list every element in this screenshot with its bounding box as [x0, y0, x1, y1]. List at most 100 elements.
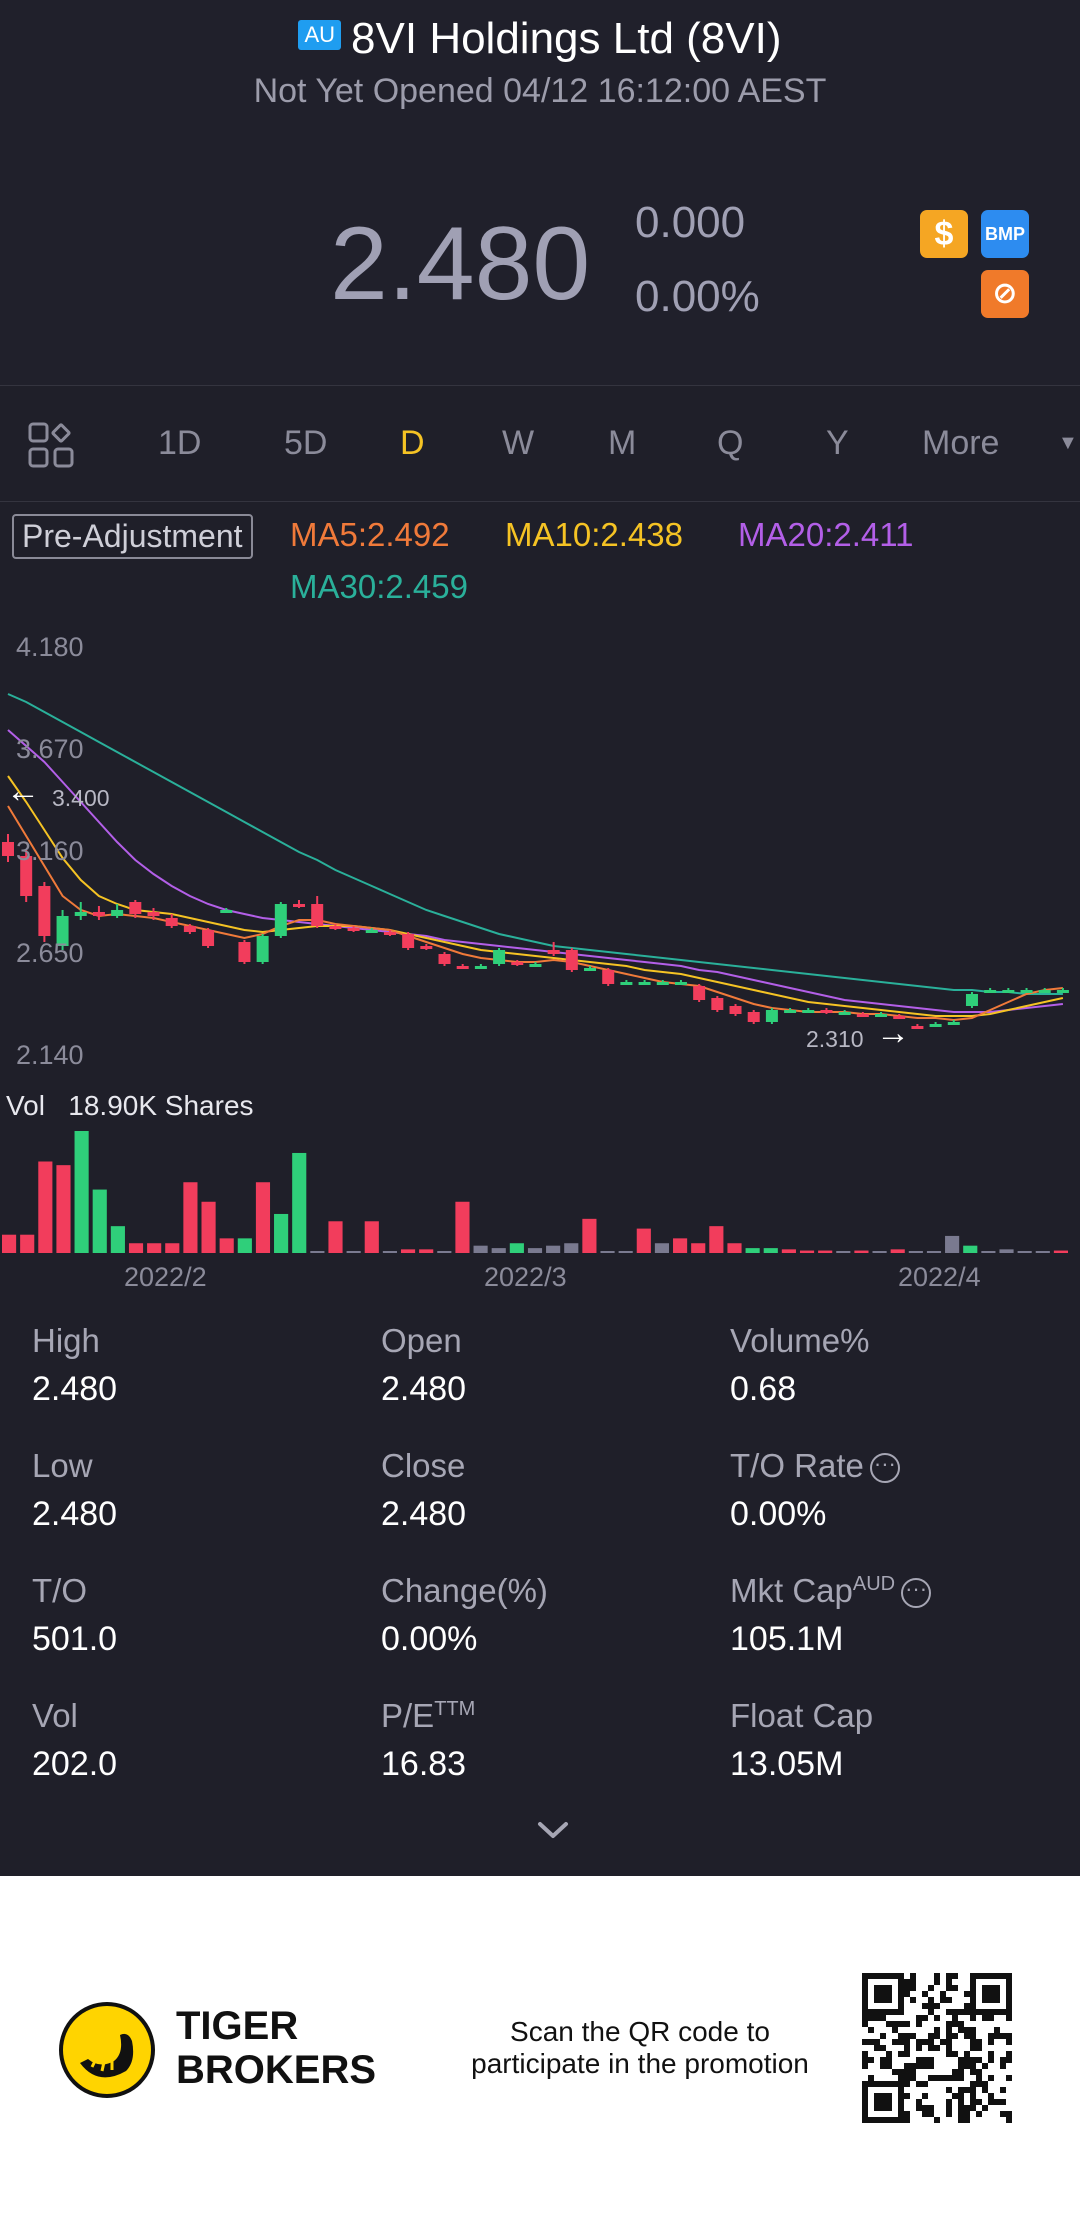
stat-label-change-pct: Change(%) — [381, 1572, 548, 1609]
volume-bar — [709, 1226, 724, 1253]
volume-bar — [147, 1243, 162, 1253]
tab-w[interactable]: W — [502, 424, 535, 462]
qr-module — [898, 1991, 904, 1997]
qr-module — [910, 1997, 916, 2003]
promo-text: Scan the QR code to participate in the p… — [440, 2016, 840, 2080]
qr-code-icon[interactable] — [862, 1973, 1012, 2123]
qr-module — [952, 2021, 958, 2027]
volume-chart[interactable] — [0, 1125, 1080, 1255]
candle-body — [765, 1010, 778, 1022]
qr-module — [862, 2105, 868, 2111]
volume-bar — [364, 1221, 379, 1253]
qr-module — [928, 2057, 934, 2063]
qr-module — [928, 2045, 934, 2051]
candle-body — [1020, 990, 1033, 993]
qr-module — [964, 2087, 970, 2093]
qr-module — [988, 1991, 994, 1997]
tab-m[interactable]: M — [608, 424, 637, 462]
qr-module — [952, 1985, 958, 1991]
qr-module — [922, 2039, 928, 2045]
candle-body — [984, 990, 997, 993]
qr-module — [868, 2009, 874, 2015]
volume-bar — [546, 1245, 561, 1253]
stat-label-high: High — [32, 1322, 100, 1359]
stat-label-to: T/O — [32, 1572, 87, 1609]
volume-bar — [908, 1251, 923, 1253]
qr-module — [862, 1985, 868, 1991]
qr-module — [934, 2003, 940, 2009]
volume-bar — [799, 1250, 815, 1253]
stat-value-float-cap: 13.05M — [730, 1745, 844, 1783]
qr-module — [946, 2099, 952, 2105]
ma5-label: MA5:2.492 — [290, 516, 450, 553]
market-status: Not Yet Opened 04/12 16:12:00 AEST — [253, 72, 827, 110]
brand-name: TIGER BROKERS — [176, 2004, 376, 2092]
qr-module — [988, 2033, 994, 2039]
brand-line-1: TIGER — [176, 2004, 299, 2048]
options-icon[interactable]: ⊘ — [981, 270, 1029, 318]
candle-body — [820, 1010, 833, 1013]
qr-module — [880, 2063, 886, 2069]
qr-module — [964, 2063, 970, 2069]
x-tick-label: 2022/2 — [124, 1262, 207, 1292]
qr-module — [916, 2099, 922, 2105]
volume-bar — [473, 1245, 488, 1253]
qr-module — [952, 2015, 958, 2021]
tab-q[interactable]: Q — [717, 424, 744, 462]
bmp-icon[interactable]: BMP — [981, 210, 1029, 258]
volume-bar — [400, 1249, 416, 1253]
qr-module — [880, 2081, 886, 2087]
volume-bar — [128, 1243, 144, 1253]
qr-module — [1006, 2111, 1012, 2117]
pre-adjustment-toggle[interactable]: Pre-Adjustment — [12, 514, 253, 559]
qr-module — [874, 1997, 880, 2003]
qr-module — [988, 1997, 994, 2003]
qr-module — [934, 1979, 940, 1985]
qr-module — [886, 2081, 892, 2087]
ma30-label: MA30:2.459 — [290, 568, 468, 605]
volume-bar — [636, 1228, 651, 1253]
qr-module — [910, 2033, 916, 2039]
tab-d[interactable]: D — [400, 424, 425, 462]
candle-body — [202, 930, 215, 946]
qr-module — [976, 2075, 982, 2081]
tab-more[interactable]: More — [922, 424, 1000, 462]
volume-bar — [673, 1238, 688, 1253]
stat-value-volume-pct: 0.68 — [730, 1370, 797, 1408]
candle-body — [311, 904, 324, 926]
qr-module — [970, 2093, 976, 2099]
last-price: 2.480 — [330, 206, 591, 322]
candle-body — [893, 1016, 906, 1019]
volume-bar — [491, 1248, 506, 1253]
qr-module — [892, 2117, 898, 2123]
ma30-line — [7, 693, 1063, 995]
tab-y[interactable]: Y — [826, 424, 849, 462]
stat-value-close: 2.480 — [381, 1495, 467, 1533]
info-icon[interactable]: ··· — [869, 1453, 900, 1484]
qr-module — [946, 2087, 952, 2093]
qr-module — [934, 2117, 940, 2123]
qr-module — [868, 2015, 874, 2021]
volume-bar — [854, 1250, 869, 1253]
qr-module — [868, 2075, 874, 2081]
candlestick-chart[interactable] — [0, 620, 1080, 1090]
volume-bar — [437, 1251, 452, 1253]
chevron-down-icon[interactable] — [536, 1818, 570, 1842]
info-icon[interactable]: ··· — [901, 1578, 932, 1609]
qr-module — [874, 1973, 880, 1979]
price-change-pct: 0.00% — [635, 272, 760, 321]
candle-body — [293, 904, 306, 907]
tab-5d[interactable]: 5D — [284, 424, 328, 462]
more-dropdown-icon[interactable]: ▼ — [1058, 432, 1078, 454]
y-tick-label: 2.650 — [16, 938, 84, 968]
dollar-icon[interactable]: $ — [920, 210, 968, 258]
grid-icon[interactable] — [28, 422, 74, 468]
qr-module — [892, 2021, 898, 2027]
stat-label-mkt-cap: Mkt CapAUD ··· — [730, 1572, 932, 1610]
qr-module — [886, 2105, 892, 2111]
qr-module — [904, 2033, 910, 2039]
qr-module — [970, 2027, 976, 2033]
qr-module — [904, 2039, 910, 2045]
tab-1d[interactable]: 1D — [158, 424, 202, 462]
qr-module — [964, 2105, 970, 2111]
